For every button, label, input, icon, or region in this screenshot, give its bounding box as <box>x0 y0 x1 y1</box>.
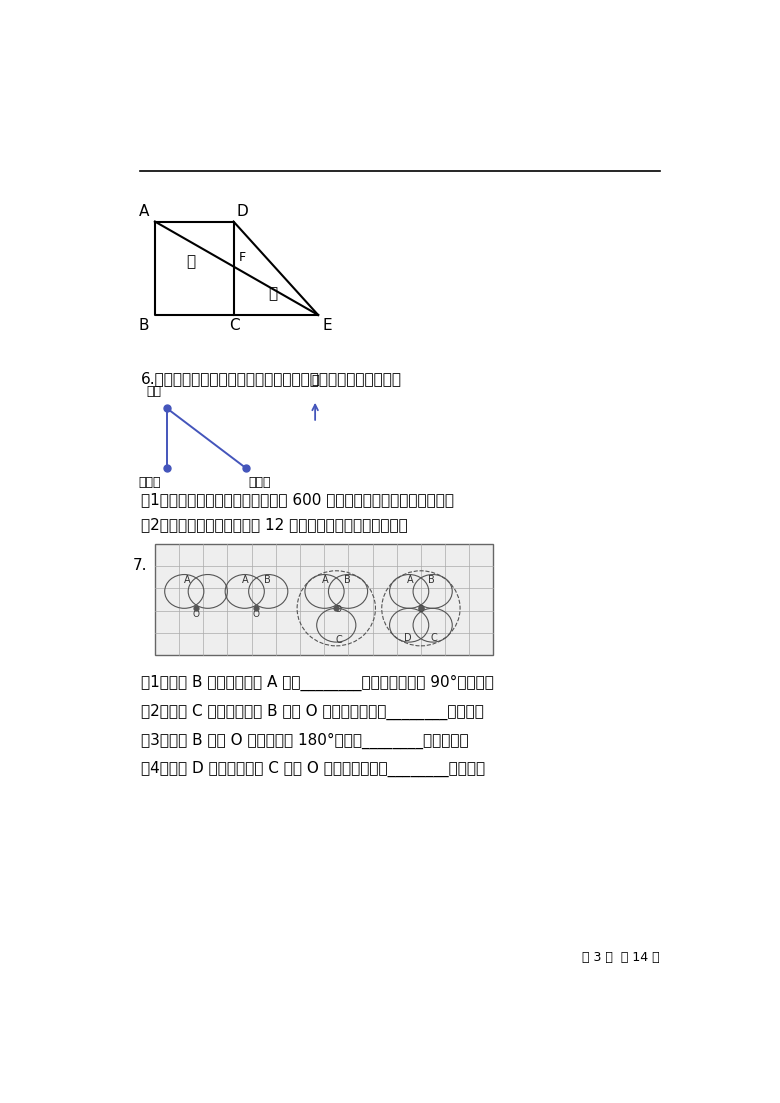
Bar <box>155 544 494 655</box>
Text: 学校: 学校 <box>146 385 161 398</box>
Text: B: B <box>428 575 435 586</box>
Text: 7.: 7. <box>133 558 147 572</box>
Point <box>190 600 202 618</box>
Text: 甲: 甲 <box>186 254 196 269</box>
Text: C: C <box>229 318 240 332</box>
Text: （3）图形 B 绕点 O 顺时针旋转 180°到图形________所在位置。: （3）图形 B 绕点 O 顺时针旋转 180°到图形________所在位置。 <box>141 732 469 749</box>
Text: （2）图形 C 可以看作图形 B 绕点 O 顺时针方向旋转________得到的。: （2）图形 C 可以看作图形 B 绕点 O 顺时针方向旋转________得到的… <box>141 704 484 719</box>
Point <box>161 459 173 476</box>
Text: B: B <box>344 575 350 586</box>
Point <box>415 600 427 618</box>
Text: A: A <box>322 575 328 586</box>
Text: O: O <box>253 610 260 620</box>
Text: C: C <box>431 633 438 643</box>
Text: （4）图形 D 可以看作图形 C 绕点 O 顺时针方向旋转________得到的。: （4）图形 D 可以看作图形 C 绕点 O 顺时针方向旋转________得到的… <box>141 761 485 778</box>
Point <box>239 459 252 476</box>
Text: A: A <box>139 204 149 219</box>
Text: E: E <box>323 318 332 332</box>
Text: B: B <box>264 575 271 586</box>
Text: A: A <box>184 575 190 586</box>
Text: 第 3 页  共 14 页: 第 3 页 共 14 页 <box>582 952 660 964</box>
Text: F: F <box>239 251 246 264</box>
Text: D: D <box>404 633 412 643</box>
Text: （2）上学时，若丽丽共用了 12 分钟，则她每分钟走多少米？: （2）上学时，若丽丽共用了 12 分钟，则她每分钟走多少米？ <box>141 517 408 533</box>
Point <box>250 600 263 618</box>
Text: O: O <box>193 610 200 620</box>
Text: （1）若贝贝家到学校的实际距离是 600 米，则这幅图的比例尺是多少？: （1）若贝贝家到学校的实际距离是 600 米，则这幅图的比例尺是多少？ <box>141 492 454 506</box>
Text: 乙: 乙 <box>268 287 278 301</box>
Text: 贝贝家: 贝贝家 <box>139 476 161 490</box>
Text: 丽丽家: 丽丽家 <box>249 476 271 490</box>
Text: O: O <box>417 604 424 614</box>
Point <box>161 399 173 417</box>
Point <box>330 600 342 618</box>
Text: C: C <box>335 635 342 645</box>
Text: 6.下图是两位同学的家与他们学校的位置图，请你看回答问题。: 6.下图是两位同学的家与他们学校的位置图，请你看回答问题。 <box>141 372 402 386</box>
Text: 北: 北 <box>311 374 319 387</box>
Text: B: B <box>138 318 149 332</box>
Text: O: O <box>335 604 342 614</box>
Text: D: D <box>236 204 248 219</box>
Text: A: A <box>406 575 413 586</box>
Text: A: A <box>243 575 249 586</box>
Text: （1）图形 B 可以看作图形 A 绕点________顺时针方向旋转 90°得到的。: （1）图形 B 可以看作图形 A 绕点________顺时针方向旋转 90°得到… <box>141 675 494 690</box>
